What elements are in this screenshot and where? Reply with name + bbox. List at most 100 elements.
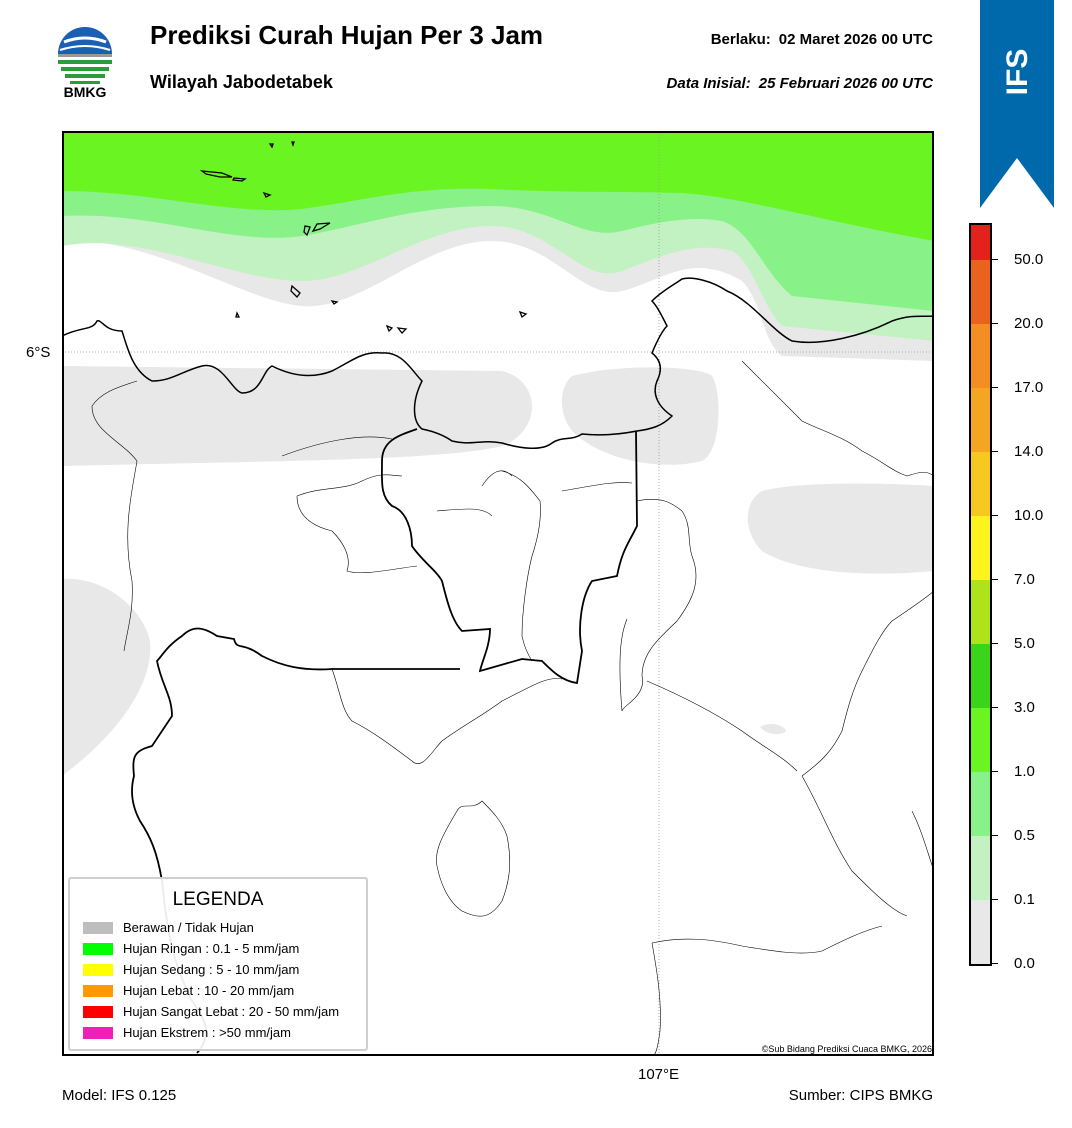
- legend-item-label: Hujan Ekstrem : >50 mm/jam: [123, 1025, 291, 1040]
- colorbar-tick-label: 5.0: [1014, 635, 1035, 652]
- legend-swatch: [83, 921, 113, 934]
- legend-item: Hujan Sedang : 5 - 10 mm/jam: [83, 959, 339, 980]
- map-subtitle: Wilayah Jabodetabek: [150, 72, 333, 92]
- district-boundary: [741, 360, 934, 477]
- district-boundary: [801, 775, 908, 917]
- legend-title: LEGENDA: [172, 889, 264, 910]
- district-boundary: [621, 499, 697, 712]
- colorbar-tick: [990, 387, 998, 388]
- colorbar-tick: [990, 835, 998, 836]
- colorbar: [970, 224, 990, 964]
- district-boundary: [619, 618, 628, 712]
- valid-time-label: Berlaku:: [710, 31, 771, 48]
- district-boundary: [296, 474, 403, 497]
- cloud-patch-5: [760, 724, 786, 735]
- init-time-label: Data Inisial:: [666, 75, 751, 92]
- colorbar-segment: [970, 644, 990, 708]
- island: [330, 300, 339, 305]
- island: [290, 284, 301, 298]
- island: [303, 225, 311, 237]
- colorbar-segment: [970, 224, 990, 260]
- source-label: Sumber: CIPS BMKG: [788, 1087, 933, 1104]
- colorbar-segment: [970, 260, 990, 324]
- colorbar-segment: [970, 900, 990, 964]
- colorbar-tick-label: 20.0: [1014, 315, 1044, 332]
- district-boundary: [436, 508, 493, 517]
- colorbar-tick: [990, 579, 998, 580]
- ifs-ribbon: [980, 0, 1054, 208]
- district-boundary: [281, 436, 393, 457]
- cloud-patch-1: [62, 366, 532, 466]
- colorbar-segment: [970, 516, 990, 580]
- colorbar-tick: [990, 259, 998, 260]
- district-boundary: [91, 380, 138, 407]
- colorbar-tick-label: 17.0: [1014, 379, 1044, 396]
- colorbar-tick-label: 50.0: [1014, 251, 1044, 268]
- district-boundary: [801, 590, 934, 777]
- rain-band-1-0: [62, 131, 934, 241]
- legend-item-label: Hujan Ringan : 0.1 - 5 mm/jam: [123, 941, 300, 956]
- longitude-label: 107°E: [638, 1066, 680, 1083]
- colorbar-segment: [970, 708, 990, 772]
- colorbar-segment: [970, 772, 990, 836]
- colorbar-tick: [990, 451, 998, 452]
- init-time-value: 25 Februari 2026 00 UTC: [758, 75, 933, 92]
- district-boundary: [91, 405, 138, 652]
- colorbar-tick: [990, 515, 998, 516]
- legend-swatch: [83, 963, 113, 976]
- district-boundary: [436, 800, 511, 917]
- colorbar-tick-label: 0.0: [1014, 955, 1035, 972]
- island: [199, 170, 233, 178]
- colorbar-frame: [969, 223, 992, 966]
- district-boundary: [296, 495, 418, 574]
- island: [291, 141, 295, 148]
- colorbar-tick-label: 7.0: [1014, 571, 1035, 588]
- map-title: Prediksi Curah Hujan Per 3 Jam: [150, 20, 544, 50]
- valid-time-value: 02 Maret 2026 00 UTC: [778, 31, 933, 48]
- legend-swatch: [83, 1005, 113, 1018]
- legend-item: Hujan Sangat Lebat : 20 - 50 mm/jam: [83, 1001, 339, 1022]
- legend-swatch: [83, 1026, 113, 1039]
- init-time: Data Inisial: 25 Februari 2026 00 UTC: [667, 75, 933, 92]
- legend-item: Hujan Ringan : 0.1 - 5 mm/jam: [83, 938, 339, 959]
- bmkg-logo-icon: [58, 27, 112, 84]
- colorbar-segment: [970, 836, 990, 900]
- legend-item: Berawan / Tidak Hujan: [83, 917, 339, 938]
- colorbar-tick-label: 0.1: [1014, 891, 1035, 908]
- colorbar-tick-label: 3.0: [1014, 699, 1035, 716]
- ifs-badge-text: IFS: [1001, 48, 1034, 96]
- district-boundary: [481, 470, 513, 487]
- district-boundary: [651, 925, 883, 954]
- legend-swatch: [83, 942, 113, 955]
- cloud-patch-2: [561, 367, 719, 465]
- district-boundary: [646, 680, 798, 772]
- colorbar-segment: [970, 580, 990, 644]
- coastline: [62, 277, 934, 449]
- legend-item: Hujan Lebat : 10 - 20 mm/jam: [83, 980, 339, 1001]
- colorbar-segment: [970, 388, 990, 452]
- map-frame: [62, 131, 934, 1056]
- district-boundary: [561, 482, 633, 492]
- logo-text: BMKG: [63, 84, 107, 100]
- latitude-label: 6°S: [26, 344, 51, 361]
- district-boundary: [501, 470, 541, 662]
- island: [262, 191, 272, 198]
- legend: LEGENDA Berawan / Tidak Hujan Hujan Ring…: [68, 877, 368, 1051]
- colorbar-tick: [990, 643, 998, 644]
- island: [235, 311, 241, 318]
- province-boundary: [380, 428, 638, 685]
- valid-time: Berlaku: 02 Maret 2026 00 UTC: [711, 31, 933, 48]
- colorbar-tick-label: 0.5: [1014, 827, 1035, 844]
- legend-item-label: Hujan Lebat : 10 - 20 mm/jam: [123, 983, 295, 998]
- island: [396, 327, 408, 334]
- legend-item-label: Hujan Sedang : 5 - 10 mm/jam: [123, 962, 300, 977]
- colorbar-tick: [990, 963, 998, 964]
- district-boundary: [651, 942, 661, 1056]
- legend-item: Hujan Ekstrem : >50 mm/jam: [83, 1022, 339, 1043]
- colorbar-segment: [970, 452, 990, 516]
- colorbar-tick-label: 10.0: [1014, 507, 1044, 524]
- cloud-patch-3: [747, 483, 934, 574]
- model-label: Model: IFS 0.125: [62, 1087, 177, 1104]
- legend-items: Berawan / Tidak Hujan Hujan Ringan : 0.1…: [83, 917, 339, 1043]
- colorbar-segment: [970, 324, 990, 388]
